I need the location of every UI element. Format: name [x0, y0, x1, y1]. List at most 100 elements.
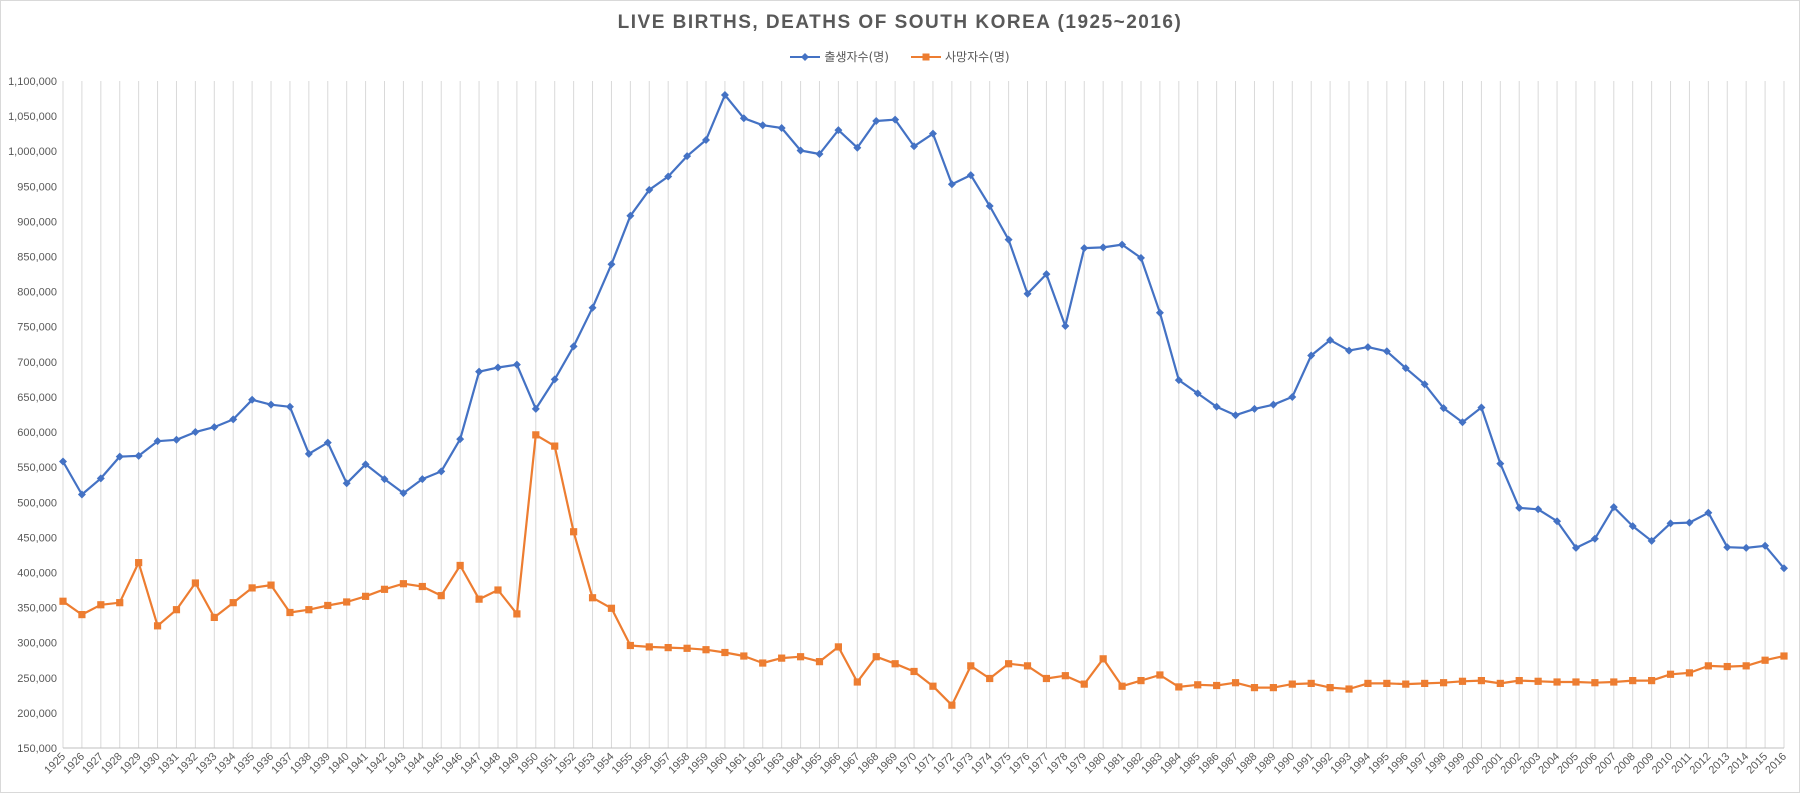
x-tick-label: 1966: [818, 751, 844, 777]
x-tick-label: 1993: [1328, 751, 1354, 777]
x-tick-label: 2014: [1725, 751, 1751, 777]
data-point-births: [304, 449, 313, 458]
x-tick-label: 1950: [515, 751, 541, 777]
data-point-deaths: [1685, 669, 1694, 677]
data-point-births: [77, 490, 86, 499]
data-point-deaths: [1421, 679, 1429, 688]
data-point-births: [285, 402, 294, 411]
data-point-births: [437, 467, 446, 476]
data-point-deaths: [324, 601, 332, 610]
x-tick-label: 1926: [61, 751, 87, 777]
x-tick-label: 1939: [307, 751, 333, 777]
data-point-births: [1193, 389, 1202, 398]
data-point-deaths: [986, 674, 994, 683]
data-point-births: [966, 171, 975, 180]
x-tick-label: 2006: [1574, 751, 1600, 777]
data-point-deaths: [1496, 679, 1504, 688]
data-point-deaths: [778, 654, 786, 662]
data-point-deaths: [1118, 682, 1126, 690]
data-point-deaths: [1156, 671, 1164, 679]
x-tick-label: 1947: [458, 751, 484, 777]
y-tick-label: 400,000: [17, 567, 57, 579]
data-point-deaths: [910, 667, 918, 676]
data-point-deaths: [305, 606, 313, 614]
x-tick-label: 1945: [421, 751, 447, 777]
data-point-births: [758, 121, 767, 130]
x-tick-label: 1980: [1082, 751, 1108, 777]
data-point-deaths: [399, 580, 408, 588]
y-tick-label: 750,000: [17, 322, 57, 334]
x-tick-label: 1934: [213, 751, 239, 777]
data-point-deaths: [513, 610, 521, 618]
x-tick-label: 1946: [439, 751, 465, 777]
legend-births-label: 출생자수(명): [824, 50, 889, 64]
data-point-births: [1212, 402, 1221, 411]
x-tick-label: 2009: [1631, 751, 1657, 777]
data-point-births: [777, 124, 786, 133]
data-point-births: [153, 437, 162, 446]
data-point-deaths: [1553, 678, 1561, 686]
data-point-births: [115, 452, 124, 461]
y-tick-label: 1,000,000: [8, 146, 57, 158]
data-point-deaths: [1742, 662, 1750, 670]
data-point-births: [607, 260, 616, 269]
data-point-deaths: [1629, 676, 1637, 685]
data-point-deaths: [1402, 680, 1410, 688]
data-point-births: [1458, 418, 1467, 427]
data-point-deaths: [891, 660, 899, 668]
y-tick-label: 450,000: [17, 532, 57, 544]
data-point-deaths: [361, 592, 370, 600]
data-point-deaths: [1042, 674, 1051, 683]
data-point-deaths: [1213, 681, 1221, 690]
data-point-births: [1174, 376, 1183, 385]
data-point-births: [1704, 508, 1713, 517]
x-tick-label: 1958: [666, 751, 692, 777]
data-point-deaths: [1288, 680, 1296, 688]
data-point-deaths: [929, 682, 937, 690]
data-point-births: [985, 201, 994, 210]
data-point-deaths: [229, 599, 237, 607]
x-tick-label: 2001: [1480, 751, 1506, 777]
data-point-deaths: [286, 608, 294, 617]
data-point-deaths: [1666, 670, 1675, 678]
x-tick-label: 1930: [137, 751, 163, 777]
legend-deaths-label: 사망자수(명): [945, 50, 1010, 64]
y-tick-label: 300,000: [17, 638, 57, 650]
data-point-births: [626, 211, 635, 220]
data-point-births: [493, 363, 502, 372]
data-point-deaths: [1704, 662, 1712, 670]
data-point-births: [1250, 404, 1259, 413]
data-point-births: [475, 367, 484, 376]
data-point-births: [1288, 392, 1297, 401]
data-point-births: [1477, 403, 1486, 412]
data-point-births: [683, 152, 692, 161]
data-point-deaths: [570, 528, 578, 536]
x-tick-label: 1955: [610, 751, 636, 777]
data-point-deaths: [153, 622, 162, 630]
x-tick-label: 1971: [912, 751, 938, 777]
data-point-deaths: [721, 648, 729, 657]
x-tick-label: 1957: [648, 751, 674, 777]
data-point-births: [1647, 536, 1656, 545]
y-tick-label: 550,000: [17, 462, 57, 474]
x-tick-label: 2002: [1499, 751, 1525, 777]
data-point-deaths: [759, 659, 767, 667]
y-tick-label: 500,000: [17, 497, 57, 509]
data-point-births: [59, 457, 67, 466]
data-point-births: [550, 375, 559, 384]
x-tick-label: 1935: [231, 751, 257, 777]
data-point-births: [210, 423, 219, 432]
legend-births-marker-icon: [790, 52, 821, 61]
data-point-births: [1023, 289, 1032, 298]
y-tick-label: 900,000: [17, 216, 57, 228]
x-tick-label: 1948: [477, 751, 503, 777]
data-point-births: [1780, 564, 1788, 573]
x-tick-label: 1927: [80, 751, 106, 777]
data-point-births: [1382, 347, 1391, 356]
data-point-deaths: [702, 646, 710, 654]
data-point-births: [1761, 541, 1770, 550]
x-tick-label: 2010: [1650, 751, 1676, 777]
y-tick-label: 800,000: [17, 287, 57, 299]
data-point-births: [1571, 543, 1580, 552]
y-tick-label: 200,000: [17, 708, 57, 720]
